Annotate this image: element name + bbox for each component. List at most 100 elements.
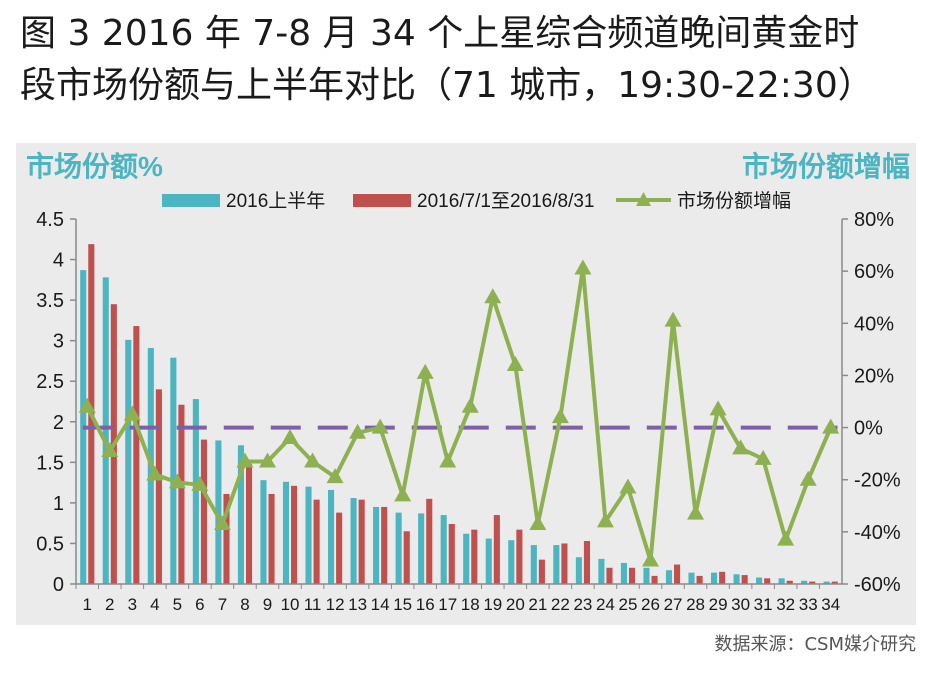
bar-julaug	[155, 389, 162, 584]
x-tick-label: 13	[348, 595, 367, 614]
growth-point	[461, 397, 479, 413]
growth-point	[146, 465, 164, 481]
bar-julaug	[291, 485, 298, 584]
legend-label-julaug: 2016/7/1至2016/8/31	[417, 191, 595, 212]
y-tick-label: 2.5	[36, 371, 64, 393]
bar-julaug	[583, 541, 590, 584]
y-tick-label: 2	[53, 412, 64, 434]
bar-h1	[711, 572, 718, 584]
bar-h1	[643, 567, 650, 584]
growth-point	[822, 418, 840, 434]
x-tick-label: 4	[150, 595, 159, 614]
x-tick-label: 10	[281, 595, 300, 614]
growth-point	[394, 486, 412, 502]
bar-h1	[192, 399, 199, 584]
bar-h1	[756, 577, 763, 584]
bar-julaug	[403, 531, 410, 584]
growth-point	[213, 515, 231, 531]
x-tick-label: 29	[709, 595, 728, 614]
bar-h1	[801, 580, 808, 584]
x-tick-label: 26	[641, 595, 660, 614]
x-tick-label: 8	[240, 595, 249, 614]
growth-point	[551, 408, 569, 424]
bar-julaug	[741, 575, 748, 584]
x-tick-label: 3	[128, 595, 137, 614]
bar-julaug	[628, 567, 636, 584]
bar-julaug	[268, 493, 275, 584]
bar-julaug	[493, 515, 500, 584]
y2-tick-label: -40%	[854, 522, 901, 544]
x-tick-label: 2	[105, 595, 114, 614]
legend-swatch-h1	[162, 194, 220, 207]
y-tick-label: 1	[53, 493, 64, 515]
x-tick-label: 32	[776, 595, 795, 614]
bar-julaug	[764, 578, 771, 584]
y-tick-label: 4	[53, 250, 64, 272]
bar-h1	[733, 574, 740, 584]
x-tick-label: 15	[393, 595, 412, 614]
bar-julaug	[471, 529, 478, 584]
y-tick-label: 4.5	[36, 209, 64, 231]
growth-point	[642, 551, 659, 567]
growth-point	[732, 439, 750, 455]
legend-swatch-julaug	[353, 194, 411, 207]
bar-julaug	[674, 564, 681, 584]
left-axis-title: 市场份额%	[26, 150, 163, 182]
bar-h1	[170, 357, 177, 584]
bar-julaug	[200, 439, 207, 584]
x-tick-label: 25	[619, 595, 638, 614]
legend-label-growth: 市场份额增幅	[677, 190, 791, 212]
legend-marker-growth	[636, 192, 651, 206]
bar-h1	[350, 498, 357, 584]
bar-julaug	[313, 499, 320, 584]
growth-point	[664, 311, 682, 327]
growth-point	[574, 259, 592, 275]
growth-point	[416, 363, 434, 379]
growth-point	[529, 515, 547, 531]
x-tick-label: 9	[263, 595, 272, 614]
bar-h1	[215, 440, 222, 584]
growth-point	[259, 452, 276, 468]
growth-point	[687, 504, 705, 520]
x-tick-label: 18	[461, 595, 480, 614]
source-note: 数据来源：CSM媒介研究	[714, 634, 916, 655]
bar-h1	[282, 481, 290, 584]
bar-julaug	[381, 506, 388, 584]
bar-julaug	[516, 529, 523, 584]
bar-h1	[553, 545, 560, 584]
bar-julaug	[696, 575, 703, 584]
bar-julaug	[786, 580, 793, 584]
chart-svg: 市场份额% 市场份额增幅 2016上半年 2016/7/1至2016/8/31 …	[26, 150, 910, 614]
bar-h1	[508, 540, 515, 584]
x-tick-label: 33	[799, 595, 818, 614]
growth-point	[168, 473, 186, 489]
bar-h1	[237, 445, 244, 584]
bar-julaug	[336, 512, 343, 584]
bar-julaug	[538, 559, 545, 584]
bar-julaug	[223, 493, 230, 584]
growth-point	[619, 478, 637, 494]
bar-h1	[778, 578, 785, 584]
growth-point	[123, 405, 141, 421]
x-tick-label: 23	[573, 595, 592, 614]
bar-julaug	[606, 567, 613, 584]
y2-tick-label: 0%	[854, 418, 883, 440]
bar-julaug	[133, 326, 140, 584]
bar-julaug	[448, 523, 455, 584]
growth-point	[304, 452, 322, 468]
bar-h1	[328, 489, 335, 584]
x-tick-label: 30	[731, 595, 750, 614]
bar-h1	[598, 558, 605, 584]
y-tick-label: 1.5	[36, 452, 64, 474]
growth-point	[506, 356, 524, 371]
growth-point	[754, 449, 772, 465]
x-tick-label: 5	[173, 595, 182, 614]
bar-julaug	[809, 581, 816, 584]
y2-tick-label: -60%	[854, 574, 901, 596]
growth-series-line	[85, 266, 833, 563]
bar-julaug	[561, 543, 568, 584]
bar-h1	[575, 557, 582, 584]
x-tick-label: 7	[218, 595, 227, 614]
y2-tick-label: 40%	[854, 313, 894, 335]
growth-point	[236, 452, 254, 468]
